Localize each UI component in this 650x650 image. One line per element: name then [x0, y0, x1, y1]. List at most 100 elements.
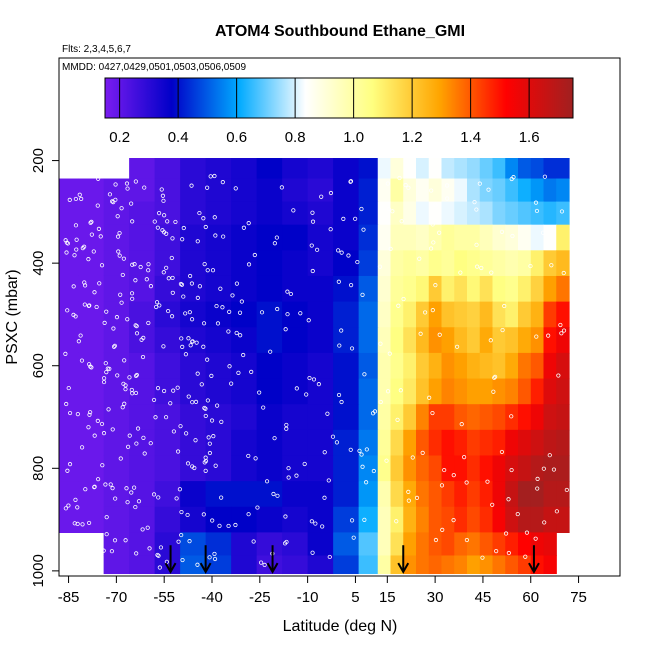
sample-point	[249, 369, 254, 374]
heatmap-cell	[556, 404, 570, 431]
sample-point	[176, 539, 181, 544]
heatmap-cell	[454, 532, 468, 557]
sample-point	[459, 422, 464, 427]
sample-point	[99, 263, 105, 268]
heatmap-cell	[205, 429, 232, 457]
heatmap-cell	[282, 224, 309, 251]
heatmap-cell	[479, 224, 494, 251]
heatmap-cell	[530, 378, 545, 405]
sample-point	[214, 403, 220, 408]
sample-point	[100, 463, 105, 468]
sample-point	[181, 225, 186, 231]
heatmap-cell	[307, 158, 334, 180]
sample-point	[180, 237, 185, 242]
heatmap-cell	[180, 352, 207, 380]
sample-point	[499, 229, 505, 234]
sample-point	[166, 276, 171, 281]
heatmap-cell	[479, 404, 494, 431]
sample-point	[364, 447, 369, 452]
sample-point	[442, 467, 447, 473]
sample-point	[364, 480, 369, 485]
heatmap-cell	[518, 429, 532, 457]
sample-point	[119, 300, 124, 305]
sample-point	[129, 490, 134, 495]
sample-point	[106, 407, 111, 412]
sample-point	[189, 183, 194, 188]
heatmap-cell	[390, 481, 404, 508]
sample-point	[193, 399, 199, 404]
sample-point	[455, 344, 460, 349]
sample-point	[357, 448, 362, 453]
heatmap-cell	[231, 224, 258, 251]
sample-point	[554, 509, 559, 514]
sample-point	[72, 253, 77, 258]
sample-point	[141, 335, 146, 340]
heatmap-cell	[416, 506, 430, 534]
sample-point	[96, 226, 102, 231]
x-tick-label: 15	[379, 589, 396, 606]
heatmap-cell	[505, 481, 519, 508]
sample-point	[133, 504, 138, 510]
sample-point	[549, 263, 554, 268]
sample-point	[104, 369, 109, 375]
sample-point	[147, 546, 152, 551]
sample-point	[349, 346, 355, 351]
sample-point	[178, 281, 184, 287]
heatmap-cell	[479, 178, 494, 203]
sample-point	[89, 219, 94, 224]
sample-point	[115, 214, 120, 219]
sample-point	[92, 433, 97, 438]
heatmap-cell	[543, 178, 557, 203]
sample-point	[285, 289, 290, 294]
sample-point	[156, 211, 162, 216]
sample-point	[307, 375, 312, 381]
heatmap-cell	[467, 250, 481, 277]
heatmap-cell	[441, 224, 455, 251]
heatmap-cell	[307, 481, 334, 508]
sample-point	[251, 539, 256, 544]
heatmap-cell	[403, 301, 417, 328]
sample-point	[430, 410, 435, 416]
sample-point	[75, 558, 80, 563]
sample-point	[360, 292, 365, 297]
sample-point	[355, 259, 360, 265]
sample-point	[339, 250, 344, 255]
heatmap-cell	[358, 327, 379, 354]
heatmap-cell	[333, 178, 360, 203]
heatmap-cell	[518, 275, 532, 303]
sample-point	[73, 223, 79, 228]
sample-point	[92, 290, 97, 295]
heatmap-cell	[492, 378, 506, 405]
sample-point	[88, 564, 94, 569]
sample-point	[330, 434, 336, 439]
sample-point	[220, 180, 225, 185]
sample-point	[97, 281, 102, 286]
sample-point	[76, 339, 81, 344]
heatmap-cell	[454, 404, 468, 431]
heatmap-cell	[307, 275, 334, 303]
sample-point	[161, 344, 166, 349]
sample-point	[214, 303, 219, 309]
sample-point	[215, 321, 221, 326]
heatmap-cell	[543, 481, 557, 508]
sample-point	[488, 338, 493, 343]
heatmap-cell	[307, 224, 334, 251]
sample-point	[207, 450, 213, 456]
sample-point	[378, 399, 383, 405]
sample-point	[246, 512, 251, 517]
flight-arrow	[164, 545, 177, 574]
heatmap-cell	[282, 250, 309, 277]
heatmap-cell	[505, 378, 519, 405]
heatmap-cell	[377, 201, 392, 226]
heatmap-cell	[467, 429, 481, 457]
sample-point	[327, 554, 332, 560]
sample-point	[157, 303, 162, 308]
sample-point	[286, 466, 291, 471]
sample-point	[133, 179, 138, 184]
sample-point	[115, 373, 120, 378]
sample-point	[82, 302, 87, 307]
sample-point	[124, 181, 130, 186]
heatmap-cell	[492, 158, 506, 180]
sample-point	[410, 455, 415, 460]
sample-point	[187, 310, 192, 315]
